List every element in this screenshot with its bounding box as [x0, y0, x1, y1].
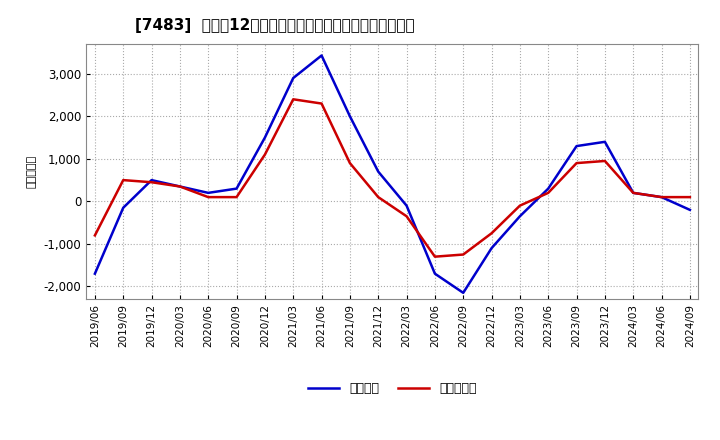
- 当期純利益: [374, 194, 382, 200]
- 当期純利益: [431, 254, 439, 259]
- 当期純利益: [402, 214, 411, 219]
- 経常利益: [91, 271, 99, 276]
- 経常利益: [204, 190, 212, 195]
- 当期純利益: [119, 177, 127, 183]
- 経常利益: [233, 186, 241, 191]
- 当期純利益: [657, 194, 666, 200]
- Text: [7483]  利益の12か月移動合計の対前年同期増減額の推移: [7483] 利益の12か月移動合計の対前年同期増減額の推移: [135, 18, 415, 33]
- 当期純利益: [459, 252, 467, 257]
- 当期純利益: [204, 194, 212, 200]
- 経常利益: [685, 207, 694, 213]
- 当期純利益: [91, 233, 99, 238]
- 当期純利益: [233, 194, 241, 200]
- 経常利益: [600, 139, 609, 144]
- 当期純利益: [318, 101, 326, 106]
- 当期純利益: [600, 158, 609, 164]
- 当期純利益: [487, 231, 496, 236]
- 当期純利益: [261, 152, 269, 157]
- 経常利益: [289, 75, 297, 81]
- 経常利益: [402, 203, 411, 208]
- 経常利益: [629, 190, 637, 195]
- 経常利益: [374, 169, 382, 174]
- 経常利益: [516, 214, 524, 219]
- 経常利益: [119, 205, 127, 210]
- 当期純利益: [544, 190, 552, 195]
- 当期純利益: [289, 97, 297, 102]
- Y-axis label: （百万円）: （百万円）: [27, 155, 37, 188]
- 経常利益: [487, 246, 496, 251]
- 当期純利益: [516, 203, 524, 208]
- 経常利益: [459, 290, 467, 296]
- 経常利益: [261, 135, 269, 140]
- 経常利益: [148, 177, 156, 183]
- 当期純利益: [148, 180, 156, 185]
- 当期純利益: [685, 194, 694, 200]
- 経常利益: [346, 114, 354, 119]
- 当期純利益: [176, 184, 184, 189]
- 当期純利益: [346, 161, 354, 166]
- 経常利益: [431, 271, 439, 276]
- 経常利益: [544, 186, 552, 191]
- 経常利益: [318, 53, 326, 58]
- Line: 経常利益: 経常利益: [95, 55, 690, 293]
- Line: 当期純利益: 当期純利益: [95, 99, 690, 257]
- 経常利益: [572, 143, 581, 149]
- 経常利益: [176, 184, 184, 189]
- 経常利益: [657, 194, 666, 200]
- 当期純利益: [572, 161, 581, 166]
- 当期純利益: [629, 190, 637, 195]
- Legend: 経常利益, 当期純利益: 経常利益, 当期純利益: [303, 377, 482, 400]
